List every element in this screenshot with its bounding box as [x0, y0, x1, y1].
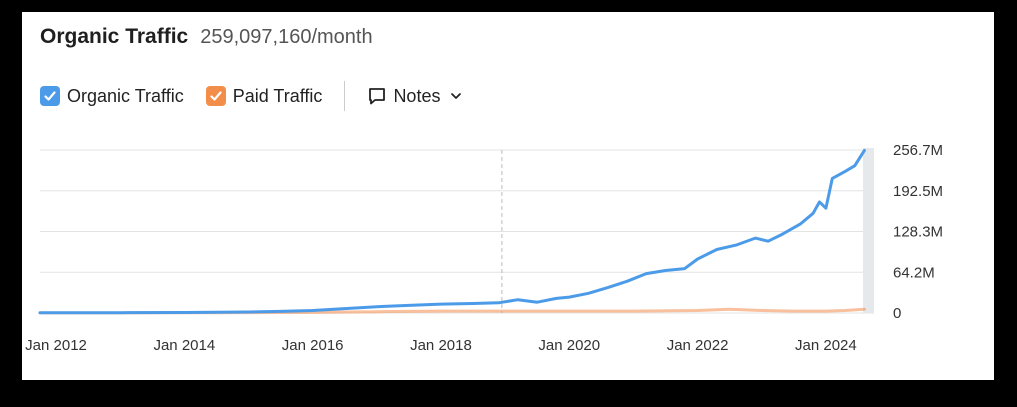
chart-card: Organic Traffic 259,097,160/month Organi… [22, 12, 994, 380]
check-icon [210, 91, 222, 101]
legend-label-paid: Paid Traffic [232, 85, 323, 106]
hover-band [863, 148, 874, 313]
notes-dropdown[interactable]: Notes [367, 86, 464, 107]
y-tick-label: 256.7M [893, 142, 943, 159]
comment-icon [369, 88, 386, 105]
x-tick-label: Jan 2020 [538, 337, 600, 354]
traffic-chart: 0 64.2M 128.3M 192.5M 256.7M Jan 2012 Jan 2014… [25, 142, 943, 354]
x-tick-label: Jan 2014 [153, 337, 215, 354]
notes-label: Notes [393, 85, 441, 106]
checkbox-icon[interactable] [40, 86, 60, 106]
legend-item-paid[interactable]: Paid Traffic [205, 85, 323, 107]
checkbox-icon[interactable] [205, 86, 226, 106]
legend-label-organic: Organic Traffic [67, 85, 184, 106]
y-tick-label: 192.5M [893, 183, 943, 200]
check-icon [44, 91, 56, 101]
x-tick-label: Jan 2016 [282, 337, 344, 354]
chart-title: Organic Traffic [40, 25, 189, 48]
y-tick-label: 128.3M [893, 224, 943, 241]
y-tick-label: 64.2M [893, 264, 935, 281]
chevron-down-icon [451, 93, 462, 99]
legend: Organic Traffic Paid Traffic Notes [40, 81, 464, 111]
x-tick-label: Jan 2022 [667, 337, 729, 354]
series-line [38, 307, 866, 315]
x-tick-label: Jan 2018 [410, 337, 472, 354]
chart-header: Organic Traffic 259,097,160/month [40, 25, 373, 49]
x-tick-label: Jan 2012 [25, 337, 87, 354]
x-tick-label: Jan 2024 [795, 337, 857, 354]
y-tick-label: 0 [893, 305, 901, 322]
legend-item-organic[interactable]: Organic Traffic [40, 86, 184, 107]
traffic-value: 259,097,160/month [200, 26, 373, 48]
series-line [38, 148, 866, 315]
legend-divider [344, 81, 346, 111]
